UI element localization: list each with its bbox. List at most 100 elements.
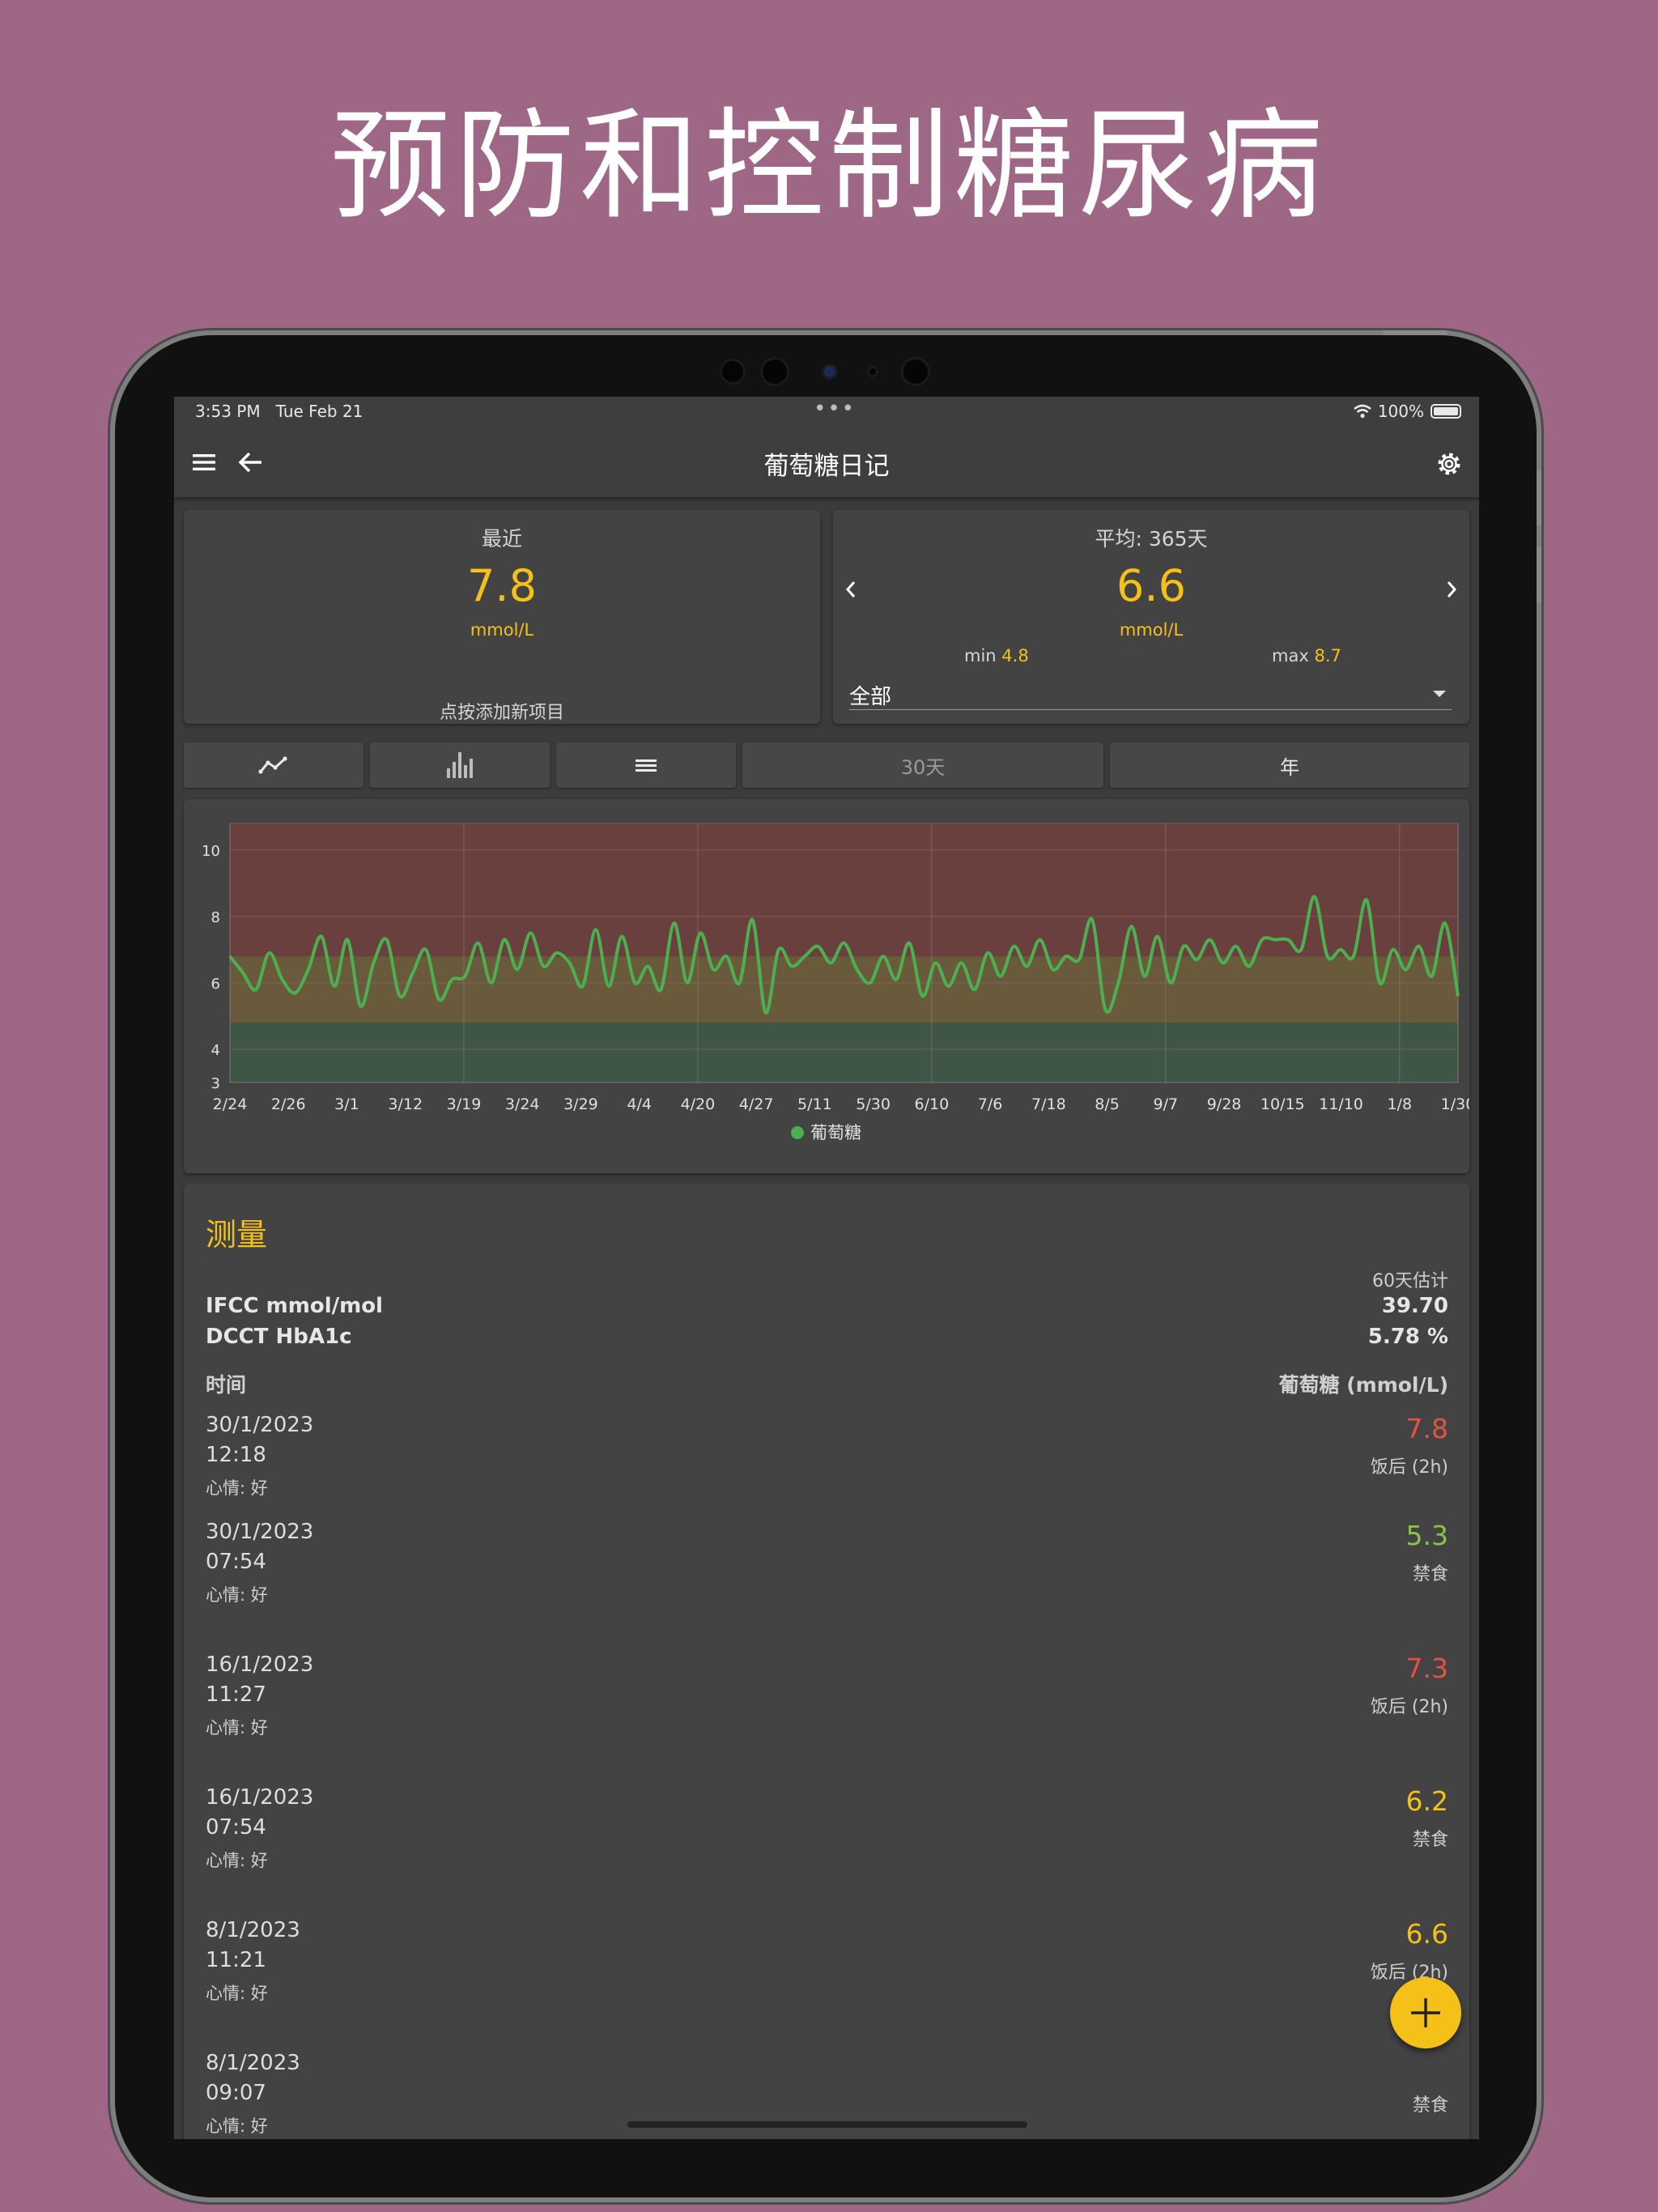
x-tick-label: 3/29 xyxy=(563,1095,598,1113)
average-unit: mmol/L xyxy=(1119,620,1184,640)
range-band xyxy=(230,823,1458,957)
x-tick-label: 1/30 xyxy=(1441,1095,1469,1113)
max-stat: max 8.7 xyxy=(1272,646,1341,666)
filter-selected-value: 全部 xyxy=(849,685,892,709)
legend-marker xyxy=(791,1126,804,1139)
measurements-card xyxy=(184,1184,1469,2139)
entry-meal-tag: 禁食 xyxy=(1412,1564,1448,1585)
volume-down-button xyxy=(1537,547,1541,603)
multitask-dots[interactable]: ••• xyxy=(814,397,857,421)
x-tick-label: 8/5 xyxy=(1095,1095,1120,1113)
list-item[interactable]: 8/1/2023 09:07 心情: 好 禁食 xyxy=(174,2048,1479,2139)
app-screen: 3:53 PM Tue Feb 21 ••• 100% 葡萄糖日 xyxy=(174,397,1479,2139)
min-label: min xyxy=(964,646,997,666)
x-tick-label: 10/15 xyxy=(1261,1095,1305,1113)
glucose-series-line xyxy=(228,895,1460,1015)
list-item[interactable]: 30/1/2023 12:18 心情: 好 7.8 饭后 (2h) xyxy=(174,1410,1479,1508)
ifcc-value: 39.70 xyxy=(1381,1294,1448,1318)
measurements-title: 测量 xyxy=(206,1217,268,1253)
average-label: 平均: 365天 xyxy=(1095,527,1208,551)
tab-list[interactable] xyxy=(556,742,736,788)
sensor-dot xyxy=(722,361,743,382)
x-tick-label: 3/19 xyxy=(447,1095,482,1113)
tab-bar-chart[interactable] xyxy=(370,742,550,788)
dcct-value: 5.78 % xyxy=(1367,1325,1448,1349)
x-tick-label: 4/20 xyxy=(681,1095,716,1113)
entry-time: 07:54 xyxy=(206,1550,266,1574)
average-value: 6.6 xyxy=(1116,560,1186,611)
promo-title: 预防和控制糖尿病 xyxy=(330,96,1328,236)
top-button xyxy=(1383,330,1448,335)
chart-card: 10 8 6 4 3 2/24 2/26 3/1 3/12 3/19 3/24 3/29 4/4 4/20… xyxy=(184,799,1475,1173)
x-tick-label: 4/4 xyxy=(627,1095,652,1113)
x-tick-label: 11/10 xyxy=(1319,1095,1363,1113)
sensor-dot xyxy=(869,368,876,375)
average-card: 平均: 365天 6.6 mmol/L min 4.8 max 8.7 全部 xyxy=(833,510,1469,724)
battery-percent: 100% xyxy=(1377,402,1424,421)
entry-date: 16/1/2023 xyxy=(206,1653,314,1677)
list-item[interactable]: 16/1/2023 07:54 心情: 好 6.2 禁食 xyxy=(174,1783,1479,1880)
max-label: max xyxy=(1272,646,1309,666)
entry-glucose-value: 7.8 xyxy=(1405,1413,1448,1444)
status-right: 100% xyxy=(1354,402,1461,421)
front-camera xyxy=(824,366,835,377)
tab-line-chart[interactable] xyxy=(184,742,363,788)
entry-time: 11:27 xyxy=(206,1682,266,1707)
y-tick-label: 4 xyxy=(211,1042,220,1059)
list-icon xyxy=(636,759,657,772)
x-tick-label: 5/11 xyxy=(797,1095,832,1113)
back-arrow-icon[interactable] xyxy=(237,450,263,478)
plus-icon xyxy=(1411,1998,1440,2027)
chevron-left-icon[interactable] xyxy=(844,580,857,602)
entry-mood: 心情: 好 xyxy=(206,2116,268,2136)
entry-mood: 心情: 好 xyxy=(206,1478,268,1498)
home-indicator[interactable] xyxy=(627,2121,1027,2128)
plot-border xyxy=(229,823,1459,1083)
entry-meal-tag: 饭后 (2h) xyxy=(1370,1697,1448,1717)
sensor-dot xyxy=(763,359,787,384)
chevron-right-icon[interactable] xyxy=(1445,580,1458,602)
list-item[interactable]: 8/1/2023 11:21 心情: 好 6.6 饭后 (2h) xyxy=(174,1916,1479,2013)
x-tick-label: 7/6 xyxy=(978,1095,1003,1113)
legend-label: 葡萄糖 xyxy=(810,1123,861,1142)
list-item[interactable]: 30/1/2023 07:54 心情: 好 5.3 禁食 xyxy=(174,1517,1479,1614)
entry-time: 11:21 xyxy=(206,1948,266,1972)
add-entry-button[interactable] xyxy=(1390,1977,1461,2048)
recent-label: 最近 xyxy=(481,527,522,551)
entry-mood: 心情: 好 xyxy=(206,1585,268,1605)
column-header-glucose: 葡萄糖 (mmol/L) xyxy=(1278,1373,1448,1397)
x-tick-label: 3/1 xyxy=(334,1095,359,1113)
x-tick-label: 2/26 xyxy=(271,1095,306,1113)
min-stat: min 4.8 xyxy=(964,646,1029,666)
y-tick-label: 6 xyxy=(211,976,220,993)
entry-glucose-value: 6.6 xyxy=(1405,1918,1448,1950)
x-tick-label: 5/30 xyxy=(856,1095,891,1113)
estimate-label: 60天估计 xyxy=(1372,1271,1448,1291)
range-year[interactable]: 年 xyxy=(1110,742,1469,788)
range-30-days[interactable]: 30天 xyxy=(742,742,1103,788)
x-tick-label: 6/10 xyxy=(915,1095,950,1113)
glucose-chart[interactable]: 10 8 6 4 3 2/24 2/26 3/1 3/12 3/19 3/24 3/29 4/4 4/20… xyxy=(184,799,1475,1173)
entry-date: 30/1/2023 xyxy=(206,1520,314,1544)
list-item[interactable]: 16/1/2023 11:27 心情: 好 7.3 饭后 (2h) xyxy=(174,1650,1479,1747)
entry-date: 8/1/2023 xyxy=(206,2051,300,2075)
x-tick-label: 9/7 xyxy=(1154,1095,1179,1113)
x-tick-label: 3/24 xyxy=(505,1095,540,1113)
ifcc-label: IFCC mmol/mol xyxy=(206,1294,383,1318)
entry-mood: 心情: 好 xyxy=(206,1851,268,1870)
gear-icon[interactable] xyxy=(1435,450,1463,481)
filter-select[interactable]: 全部 xyxy=(849,678,1452,710)
bar-chart-icon xyxy=(447,752,473,778)
recent-unit: mmol/L xyxy=(470,620,534,640)
page-title: 葡萄糖日记 xyxy=(763,452,890,481)
sensor-dot xyxy=(903,359,928,384)
menu-icon[interactable] xyxy=(192,452,216,476)
caret-down-icon xyxy=(1433,691,1446,697)
min-value: 4.8 xyxy=(1001,646,1029,666)
entry-glucose-value: 7.3 xyxy=(1405,1653,1448,1684)
recent-card[interactable]: 最近 7.8 mmol/L 点按添加新项目 xyxy=(184,510,820,724)
status-bar: 3:53 PM Tue Feb 21 ••• 100% xyxy=(174,397,1479,431)
max-value: 8.7 xyxy=(1314,646,1341,666)
x-tick-label: 9/28 xyxy=(1207,1095,1242,1113)
add-entry-hint[interactable]: 点按添加新项目 xyxy=(439,703,564,723)
